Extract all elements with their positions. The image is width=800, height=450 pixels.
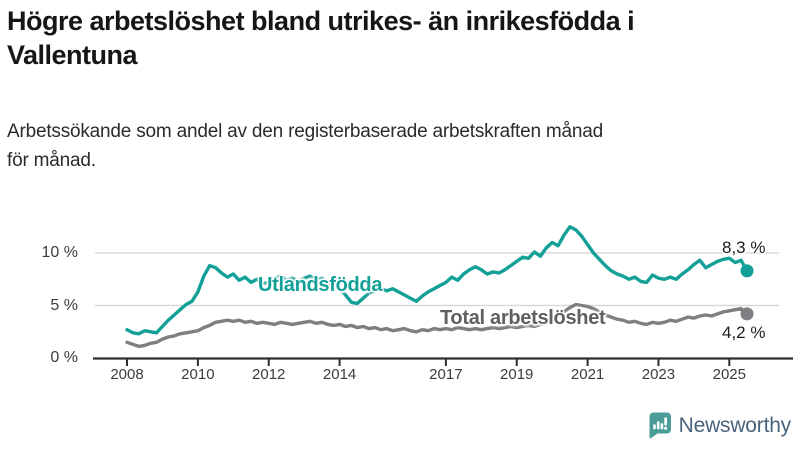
end-value-label-total: 4,2 %	[722, 323, 766, 342]
x-tick-label: 2023	[641, 366, 676, 383]
series-label-utlandsfodda: Utlandsfödda	[258, 274, 383, 296]
x-tick-label: 2019	[500, 366, 534, 383]
chart-subtitle-line1: Arbetssökande som andel av den registerb…	[7, 121, 604, 142]
x-tick-label: 2014	[322, 366, 357, 383]
chart-subtitle: Arbetssökande som andel av den registerb…	[7, 117, 747, 176]
page-title-line2: Vallentuna	[7, 40, 138, 71]
chart-subtitle-line2: för månad.	[7, 150, 96, 172]
page-title: Högre arbetslöshet bland utrikes- än inr…	[7, 4, 789, 73]
x-tick-label: 2017	[429, 366, 463, 383]
bar-chart-speech-bubble-icon	[649, 412, 671, 439]
chart-area: Utlandsfödda Total arbetslöshet 8,3 % 4,…	[0, 195, 800, 405]
series-line-utlandsfodda	[125, 225, 749, 336]
y-tick-label: 0 %	[50, 349, 78, 366]
end-dot-utlandsfodda	[740, 264, 754, 278]
x-tick-label: 2008	[110, 366, 144, 383]
x-tick-label: 2021	[570, 366, 605, 383]
end-value-label-utlandsfodda: 8,3 %	[722, 238, 766, 257]
series-line-total	[125, 302, 749, 349]
y-tick-label: 10 %	[41, 244, 78, 261]
series-label-total-arbetsloshet: Total arbetslöshet	[440, 307, 606, 329]
newsworthy-logo[interactable]: Newsworthy	[648, 412, 791, 439]
x-tick-label: 2010	[181, 366, 215, 383]
y-tick-label: 5 %	[50, 296, 78, 314]
x-tick-label: 2012	[252, 366, 286, 383]
end-dot-total	[740, 307, 754, 321]
line-chart	[93, 225, 793, 366]
page-title-line1: Högre arbetslöshet bland utrikes- än inr…	[7, 6, 635, 36]
logo-text: Newsworthy	[678, 413, 792, 437]
x-tick-label: 2025	[712, 366, 746, 383]
